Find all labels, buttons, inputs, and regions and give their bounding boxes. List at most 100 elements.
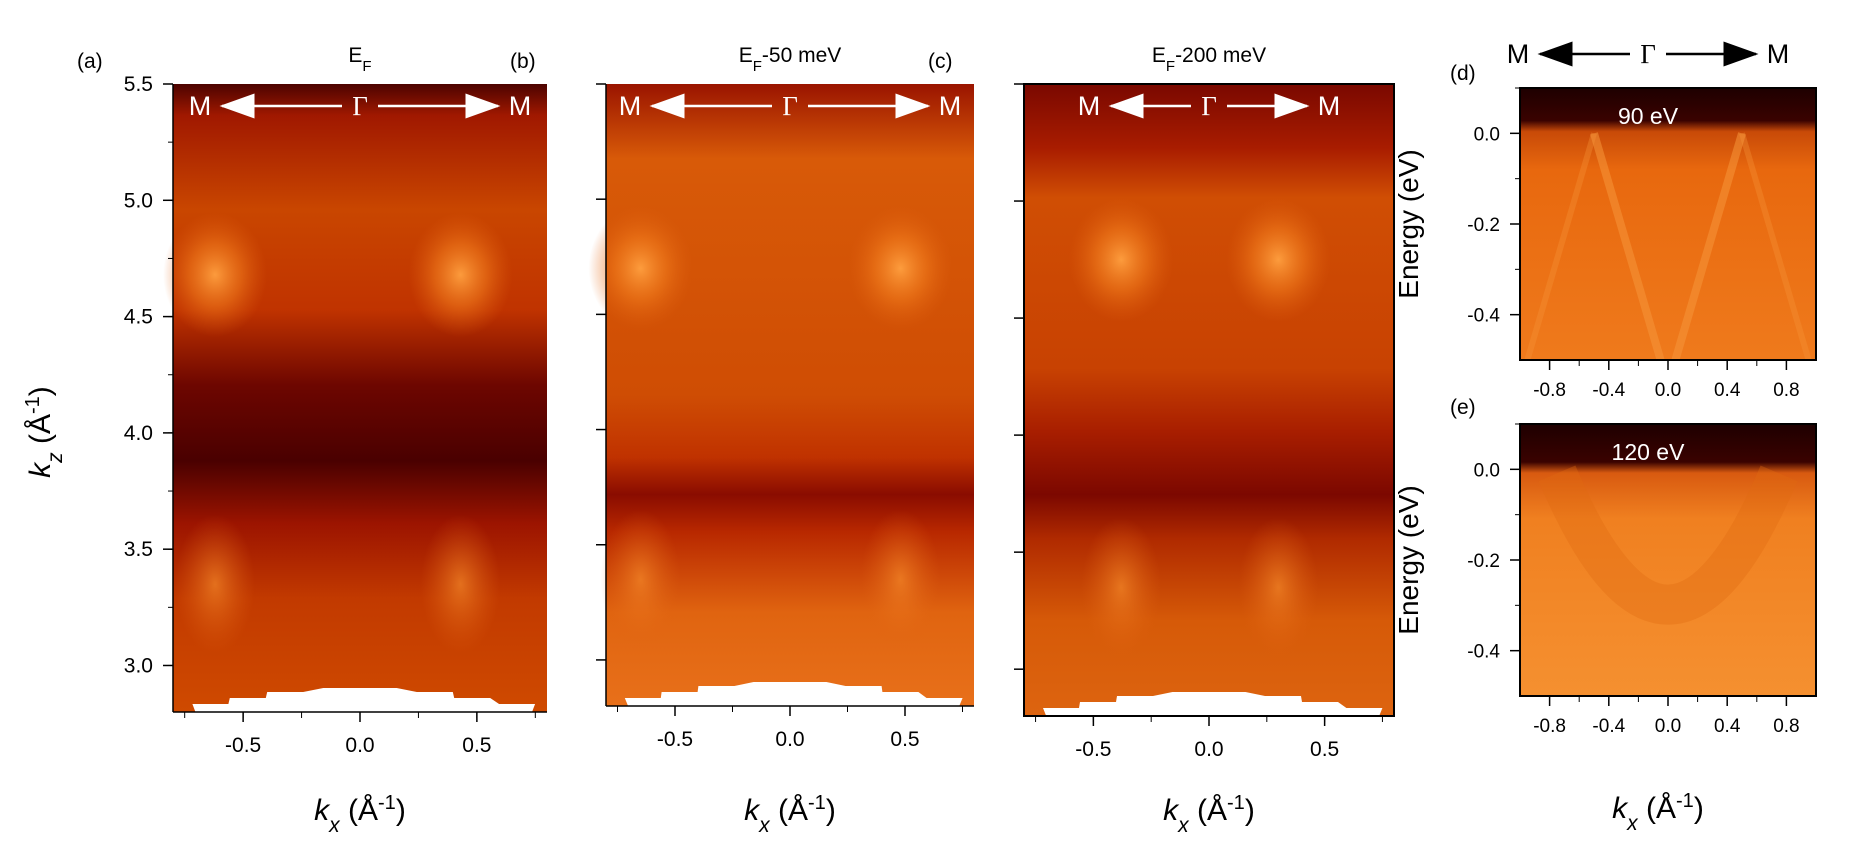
y-tick-label: 0.0 <box>1474 460 1500 481</box>
x-axis-title: kx (Å-1) <box>314 792 406 837</box>
x-axis-title-part-0: k <box>1163 794 1180 827</box>
heatmap-background <box>1520 88 1816 360</box>
x-axis-title-part-3: (Å <box>348 794 378 827</box>
x-axis-title: kx (Å-1) <box>1163 792 1255 837</box>
y-axis-title: kz (Å-1) <box>22 386 67 478</box>
x-axis-title-part-1: x <box>758 814 771 837</box>
x-axis-title-text: kx (Å-1) <box>744 792 836 837</box>
bright-spot-lower <box>600 509 681 650</box>
panel-title: EF-200 meV <box>1152 44 1266 75</box>
x-axis-title-part-2 <box>1189 794 1197 827</box>
x-tick-label: 0.4 <box>1714 716 1741 737</box>
x-tick-label: 0.4 <box>1714 380 1741 401</box>
y-tick-label: 4.5 <box>124 306 153 329</box>
panel-title-part-2: -200 meV <box>1175 44 1266 67</box>
x-axis-title-part-2 <box>340 794 348 827</box>
y-tick-label: 5.0 <box>124 189 153 212</box>
x-tick-label: 0.8 <box>1773 380 1799 401</box>
panel-title-part-2: -50 meV <box>762 44 841 67</box>
bright-spot <box>1226 197 1331 322</box>
panel-e: 0.0 -0.2 -0.4 -0.8 -0.4 0.0 0.4 0.8 120 eV (e) Ene… <box>1393 396 1817 835</box>
direction-annotation-right: M <box>939 91 962 121</box>
x-tick-label: 0.8 <box>1773 716 1799 737</box>
bright-spot <box>1069 197 1174 322</box>
y-tick-label: -0.4 <box>1467 306 1500 327</box>
x-tick-label: 0.0 <box>1655 380 1681 401</box>
x-tick-label: 0.5 <box>462 734 491 757</box>
x-axis-title-part-3: (Å <box>1197 794 1227 827</box>
y-tick-label: -0.2 <box>1467 215 1500 236</box>
y-axis-title-text: kz (Å-1) <box>22 386 67 478</box>
heatmap-background <box>1520 424 1816 696</box>
x-axis-title-part-5: ) <box>826 794 836 827</box>
x-tick-label: -0.8 <box>1533 380 1566 401</box>
x-tick-label: 0.0 <box>775 728 804 751</box>
x-axis-title-part-3: (Å <box>1646 792 1676 825</box>
x-axis-title-part-2 <box>1638 792 1646 825</box>
bright-spot-lower <box>420 514 501 655</box>
panel-label: (b) <box>510 50 536 73</box>
panel-b: -0.5 0.0 0.5 (b) EF-50 meV M Γ Mkx (Å-1) <box>510 44 974 837</box>
x-axis-title-part-4: -1 <box>1676 790 1694 812</box>
direction-annotation-left: M <box>1078 91 1101 121</box>
direction-annotation-center: Γ <box>1640 39 1656 69</box>
x-tick-label: -0.5 <box>657 728 693 751</box>
x-axis-title: kx (Å-1) <box>744 792 836 837</box>
x-axis-title: kx (Å-1) <box>1612 790 1704 835</box>
x-tick-label: 0.0 <box>1655 716 1681 737</box>
x-axis-title-part-4: -1 <box>378 792 396 814</box>
x-axis-title-text: kx (Å-1) <box>1163 792 1255 837</box>
x-axis-title-part-0: k <box>314 794 331 827</box>
band-line <box>1590 132 1665 362</box>
y-tick-label: 3.5 <box>124 538 153 561</box>
direction-annotation-center: Γ <box>782 91 798 121</box>
panel-c: -0.5 0.0 0.5 (c) EF-200 meV M Γ Mkx (Å-1) <box>928 44 1395 837</box>
x-tick-label: -0.4 <box>1592 716 1625 737</box>
x-tick-label: 0.5 <box>890 728 919 751</box>
x-tick-label: -0.4 <box>1592 380 1625 401</box>
bright-spot-lower <box>175 514 256 655</box>
no-data-region <box>1043 692 1383 716</box>
band-line <box>1671 132 1746 362</box>
bright-spot <box>848 206 953 331</box>
panel-d: 0.0 -0.2 -0.4 -0.8 -0.4 0.0 0.4 0.8 90 eV (d) Ener… <box>1393 39 1817 401</box>
x-tick-label: -0.5 <box>225 734 261 757</box>
y-axis-title-part-2 <box>24 444 57 452</box>
x-tick-label: 0.0 <box>1194 738 1223 761</box>
x-tick-label: -0.5 <box>1075 738 1111 761</box>
band-line <box>1739 132 1812 361</box>
x-axis-title-part-5: ) <box>1694 792 1704 825</box>
direction-annotation-left: M <box>189 91 212 121</box>
x-axis-title-part-2 <box>770 794 778 827</box>
x-tick-label: 0.0 <box>345 734 374 757</box>
photon-energy-label: 90 eV <box>1618 103 1679 129</box>
heatmap-background <box>1024 84 1394 716</box>
direction-annotation-left: M <box>619 91 642 121</box>
x-axis-title-part-1: x <box>328 814 341 837</box>
panel-label: (c) <box>928 50 953 73</box>
y-tick-label: -0.2 <box>1467 551 1500 572</box>
band-line <box>1524 132 1597 361</box>
y-axis-title-part-5: ) <box>24 386 57 396</box>
x-tick-label: -0.8 <box>1533 716 1566 737</box>
bright-spot-lower <box>1238 517 1319 658</box>
y-axis-title: Energy (eV) <box>1393 485 1424 634</box>
panel-title-part-1: F <box>1166 58 1175 75</box>
direction-annotation-left: M <box>1507 39 1530 69</box>
x-axis-title-part-1: x <box>1626 812 1639 835</box>
panel-title-part-0: E <box>1152 44 1166 67</box>
panel-title: EF <box>348 44 371 75</box>
x-axis-title-text: kx (Å-1) <box>1612 790 1704 835</box>
panel-label: (e) <box>1450 396 1476 419</box>
photon-energy-label: 120 eV <box>1612 439 1686 465</box>
y-axis-title-part-3: (Å <box>24 414 57 444</box>
x-axis-title-part-0: k <box>1612 792 1629 825</box>
y-axis-title-part-4: -1 <box>22 396 44 414</box>
x-axis-title-part-5: ) <box>396 794 406 827</box>
x-axis-title-part-3: (Å <box>778 794 808 827</box>
panel-title-part-1: F <box>753 58 762 75</box>
x-axis-title-part-0: k <box>744 794 761 827</box>
no-data-region <box>192 688 536 712</box>
x-axis-title-part-4: -1 <box>808 792 826 814</box>
